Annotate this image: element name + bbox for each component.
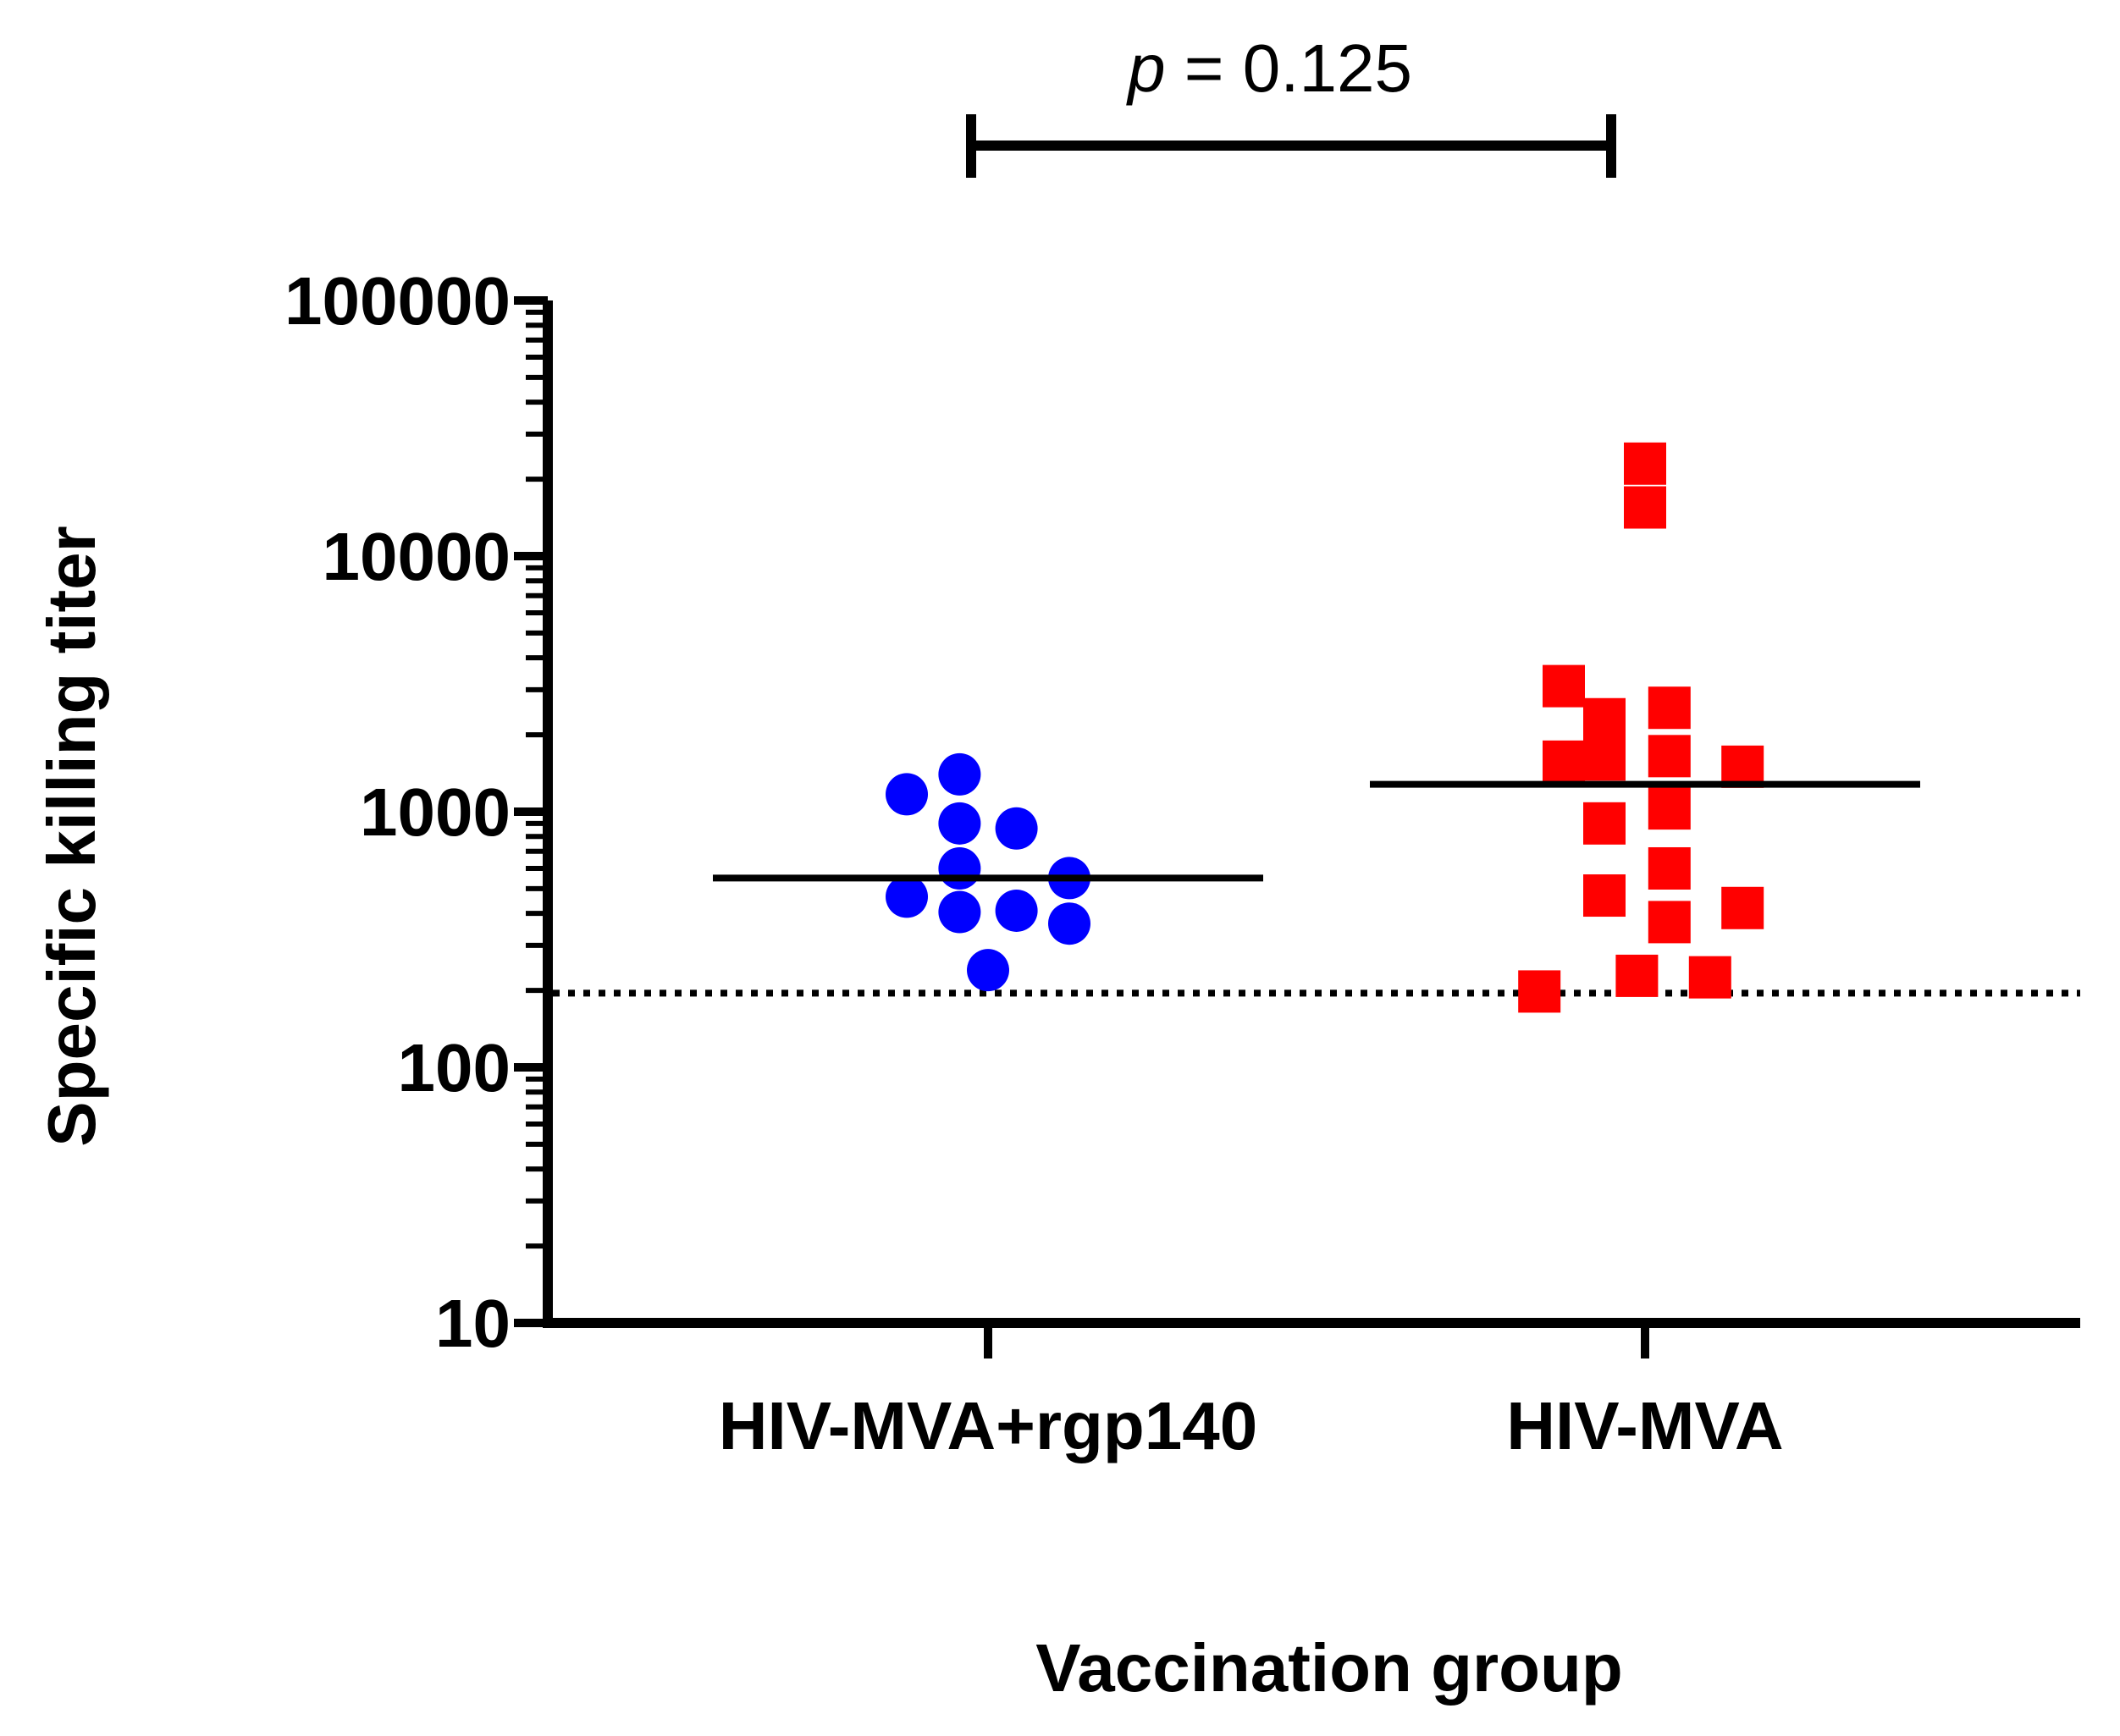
data-point-square xyxy=(1583,738,1626,781)
x-category-label: HIV-MVA+rgp140 xyxy=(719,1388,1257,1463)
y-tick-labels: 10 100 1000 10000 100000 xyxy=(284,263,511,1361)
data-point-circle xyxy=(1048,902,1090,945)
data-point-square xyxy=(1648,787,1691,830)
data-point-circle xyxy=(938,752,981,796)
data-point-circle xyxy=(967,949,1009,992)
data-point-square xyxy=(1648,686,1691,730)
significance-bracket: p = 0.125 xyxy=(966,30,1616,178)
x-axis: HIV-MVA+rgp140 HIV-MVA xyxy=(543,1318,2080,1463)
data-point-circle xyxy=(995,807,1038,850)
y-axis: 10 100 1000 10000 100000 xyxy=(284,263,553,1361)
data-point-square xyxy=(1583,874,1626,918)
p-value-label: p = 0.125 xyxy=(1126,30,1412,106)
data-point-square xyxy=(1648,846,1691,890)
data-point-square xyxy=(1624,486,1666,529)
data-point-square xyxy=(1583,802,1626,845)
data-point-square xyxy=(1648,735,1691,778)
data-point-square xyxy=(1688,956,1731,999)
data-point-square xyxy=(1543,664,1585,708)
p-value-italic: p xyxy=(1126,30,1166,106)
data-point-circle xyxy=(886,773,928,816)
y-tick-label: 1000 xyxy=(360,774,511,850)
y-tick-label: 100000 xyxy=(284,263,511,339)
data-point-square xyxy=(1543,740,1585,783)
data-point-circle xyxy=(886,875,928,918)
data-point-square xyxy=(1583,697,1626,741)
data-point-circle xyxy=(938,890,981,934)
y-ticks xyxy=(514,296,548,1327)
data-point-square xyxy=(1624,442,1666,485)
y-tick-label: 10000 xyxy=(323,519,511,594)
p-value-text: = 0.125 xyxy=(1166,30,1412,106)
y-tick-label: 10 xyxy=(435,1286,511,1361)
data-point-square xyxy=(1648,901,1691,944)
y-tick-label: 100 xyxy=(398,1030,511,1105)
data-point-square xyxy=(1615,954,1659,997)
data-point-circle xyxy=(995,889,1038,932)
data-point-circle xyxy=(938,846,981,890)
median-lines xyxy=(713,780,1920,882)
y-axis-title: Specific killing titer xyxy=(34,526,109,1147)
x-axis-title: Vaccination group xyxy=(1035,1630,1622,1706)
data-point-square xyxy=(1721,745,1764,788)
x-category-label: HIV-MVA xyxy=(1506,1388,1783,1463)
data-points xyxy=(886,442,1764,1013)
data-point-square xyxy=(1721,886,1764,929)
x-tick-labels: HIV-MVA+rgp140 HIV-MVA xyxy=(719,1388,1784,1463)
data-point-square xyxy=(1518,970,1561,1013)
data-point-circle xyxy=(938,802,981,845)
x-ticks xyxy=(984,1323,1649,1358)
